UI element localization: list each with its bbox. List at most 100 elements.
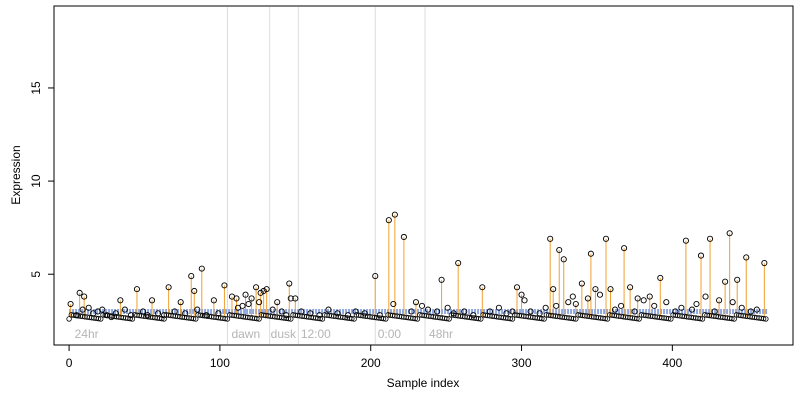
data-point [455,259,462,267]
data-point [527,308,534,315]
data-points [67,211,768,321]
data-point [672,308,679,315]
y-axis-label: Expression [9,145,23,204]
baseline-point [446,316,452,322]
data-point [547,235,554,242]
baseline-point [697,315,703,322]
data-point [509,308,516,315]
data-point [565,299,572,306]
baseline-point [95,315,102,322]
data-point [747,308,754,315]
data-point [450,310,457,317]
data-point [165,284,172,291]
data-point [518,291,525,298]
data-point [325,306,332,313]
data-point [274,299,281,306]
x-tick-label: 100 [210,356,230,370]
baseline-point [570,315,577,322]
data-point [726,230,733,237]
y-tick-label: 10 [29,174,43,188]
region-label: 48hr [429,327,453,341]
data-point [438,276,445,283]
data-point [470,312,477,319]
baseline-point [66,316,72,322]
data-point [385,217,392,224]
data-point [256,299,263,306]
data-point [479,284,486,291]
y-tick-label: 15 [29,81,43,95]
data-point [592,286,599,293]
data-point [144,312,151,319]
data-point [287,295,294,302]
data-point [611,306,619,313]
baseline-point [444,315,450,322]
baseline-point [190,315,197,322]
data-point [391,211,398,218]
data-point [587,250,594,257]
baseline-point [288,316,294,322]
data-point [298,308,305,315]
data-point [722,278,729,285]
data-point [117,297,124,304]
data-point [269,306,276,313]
data-point [283,312,290,319]
data-point [334,310,341,317]
baseline-point [507,315,513,322]
data-point [361,310,368,317]
baseline-point [319,316,326,322]
data-point [76,289,83,296]
data-point [444,304,451,311]
region-labels: 24hr dawn dusk 12:00 0:00 48hr [75,327,453,341]
region-boundary-lines [226,7,426,344]
baseline-point [699,316,706,322]
baseline-point [604,316,611,322]
data-point [651,302,658,309]
data-point [602,235,610,242]
data-point [161,312,168,319]
data-point [390,300,397,308]
data-point [121,306,128,313]
data-point [486,308,493,315]
baseline-point [98,316,104,322]
data-point [260,287,267,295]
data-point [753,306,760,313]
data-point [434,308,441,315]
data-point [191,287,198,295]
data-point [569,293,576,300]
data-point [194,306,201,313]
data-point [67,300,74,308]
data-point [418,302,426,309]
baseline-point [634,315,640,322]
data-point [198,265,205,272]
data-point [761,259,768,267]
plot-frame [53,5,794,346]
data-point [734,276,741,283]
data-point [345,312,352,319]
baseline-point [161,316,167,322]
data-point [560,256,567,263]
data-point [578,280,585,287]
data-point [738,304,745,311]
data-point [513,284,521,291]
data-point [697,252,705,259]
data-point [376,312,383,319]
data-point [139,308,147,315]
baseline-point [317,315,323,322]
baseline-point [351,316,357,322]
data-point [707,235,714,242]
data-point [133,286,140,293]
baseline-point [254,315,260,322]
baseline-point [763,316,769,322]
baseline-point [224,316,231,322]
region-label: dusk [271,327,297,341]
data-point [553,302,560,309]
point-stems [70,214,765,318]
data-point [203,312,210,319]
data-point [108,314,115,321]
data-point [631,308,638,315]
data-point [521,297,528,304]
baseline-point [668,316,674,322]
data-point [352,308,359,315]
data-point [221,282,228,289]
